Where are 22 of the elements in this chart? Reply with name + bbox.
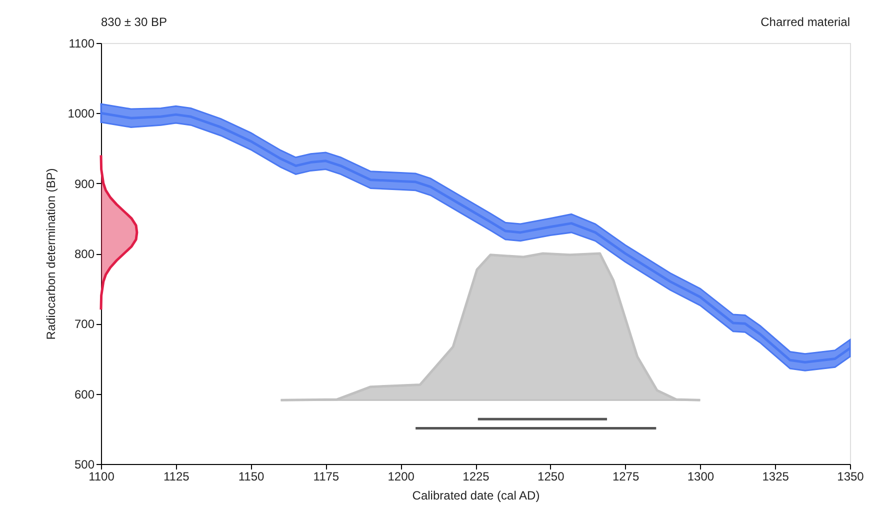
x-tick-label: 1125 — [163, 470, 190, 484]
x-axis-title: Calibrated date (cal AD) — [412, 488, 540, 502]
y-tick-label: 1000 — [68, 106, 95, 121]
x-tick-label: 1325 — [762, 470, 790, 484]
x-tick-label: 1250 — [538, 470, 565, 484]
x-tick-label: 1150 — [238, 470, 265, 484]
y-tick-label: 600 — [74, 387, 95, 402]
x-tick-label: 1225 — [462, 470, 490, 484]
x-tick-label: 1350 — [837, 470, 864, 484]
y-tick-label: 500 — [74, 458, 95, 472]
y-tick-label: 1100 — [68, 36, 95, 50]
y-tick-label: 900 — [74, 176, 95, 191]
x-tick-label: 1200 — [388, 470, 415, 484]
text: Charred material — [760, 15, 850, 29]
x-tick-label: 1175 — [313, 470, 340, 484]
y-axis-title: Radiocarbon determination (BP) — [44, 168, 58, 340]
text: 830 ± 30 BP — [101, 15, 167, 29]
y-tick-label: 800 — [74, 247, 95, 261]
y-tick-label: 700 — [74, 317, 95, 332]
x-tick-label: 1275 — [612, 470, 640, 484]
x-tick-label: 1100 — [88, 470, 115, 484]
x-tick-label: 1300 — [687, 470, 714, 484]
